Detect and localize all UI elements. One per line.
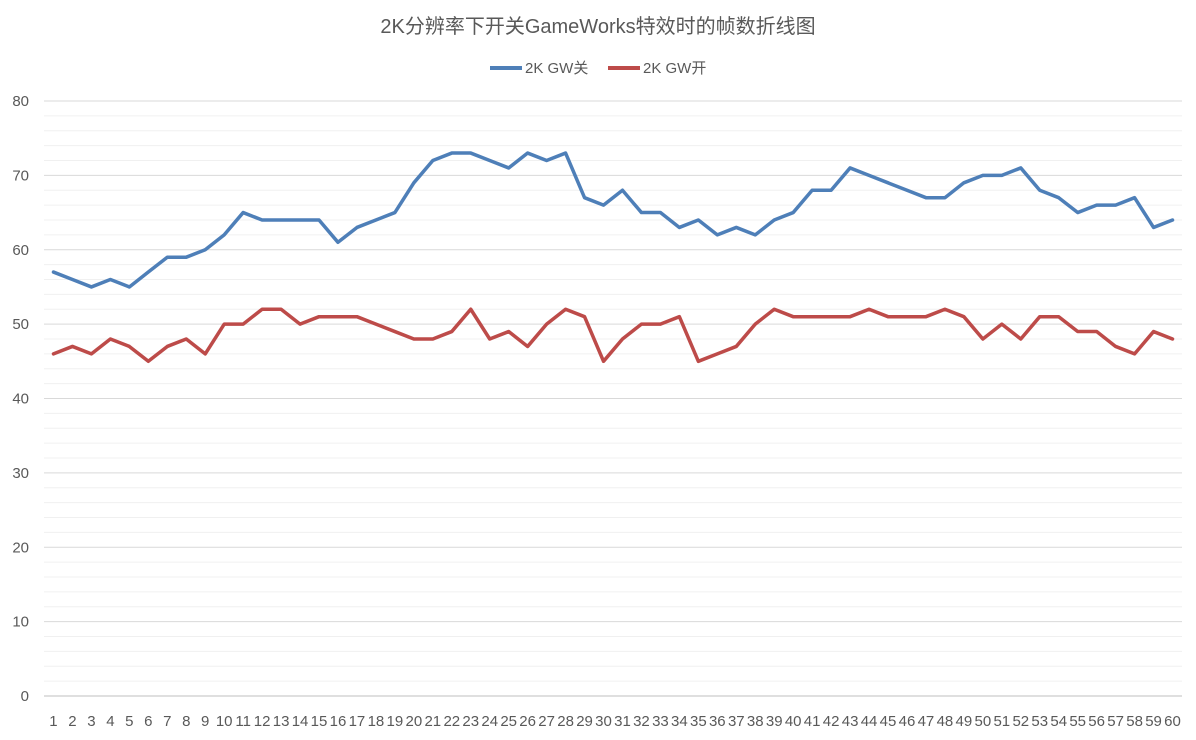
x-tick-label: 54 bbox=[1050, 713, 1067, 730]
plot-area bbox=[51, 151, 1175, 364]
x-tick-label: 50 bbox=[975, 713, 992, 730]
x-tick-label: 9 bbox=[201, 713, 209, 730]
x-tick-label: 14 bbox=[292, 713, 309, 730]
y-tick-label: 60 bbox=[12, 242, 29, 259]
x-tick-label: 4 bbox=[106, 713, 114, 730]
x-tick-label: 35 bbox=[690, 713, 707, 730]
x-tick-label: 15 bbox=[311, 713, 328, 730]
x-tick-label: 40 bbox=[785, 713, 802, 730]
x-tick-label: 8 bbox=[182, 713, 190, 730]
x-tick-label: 16 bbox=[330, 713, 347, 730]
x-tick-label: 37 bbox=[728, 713, 745, 730]
y-tick-label: 40 bbox=[12, 391, 29, 408]
x-tick-label: 32 bbox=[633, 713, 650, 730]
x-tick-label: 44 bbox=[861, 713, 878, 730]
x-axis: 1 2 3 4 5 6 7 8 9 10 11 12 13 14 15 16 17 18 19 20 21 22 23 24 2… bbox=[49, 713, 1181, 730]
x-tick-label: 46 bbox=[899, 713, 916, 730]
legend-label-gw-on: 2K GW开 bbox=[643, 60, 706, 77]
x-tick-label: 11 bbox=[235, 713, 251, 730]
x-tick-label: 56 bbox=[1088, 713, 1105, 730]
x-tick-label: 42 bbox=[823, 713, 840, 730]
x-tick-label: 22 bbox=[443, 713, 460, 730]
x-tick-label: 53 bbox=[1031, 713, 1048, 730]
x-tick-label: 24 bbox=[481, 713, 498, 730]
x-tick-label: 3 bbox=[87, 713, 95, 730]
x-tick-label: 19 bbox=[387, 713, 404, 730]
x-tick-label: 26 bbox=[519, 713, 536, 730]
x-tick-label: 33 bbox=[652, 713, 669, 730]
x-tick-label: 29 bbox=[576, 713, 593, 730]
x-tick-label: 52 bbox=[1012, 713, 1029, 730]
legend-label-gw-off: 2K GW关 bbox=[525, 60, 588, 77]
x-tick-label: 20 bbox=[406, 713, 423, 730]
x-tick-label: 13 bbox=[273, 713, 290, 730]
x-tick-label: 45 bbox=[880, 713, 897, 730]
x-tick-label: 12 bbox=[254, 713, 271, 730]
x-tick-label: 6 bbox=[144, 713, 152, 730]
x-tick-label: 2 bbox=[68, 713, 76, 730]
x-tick-label: 28 bbox=[557, 713, 574, 730]
y-axis: 0 10 20 30 40 50 60 70 80 bbox=[12, 93, 29, 705]
x-tick-label: 39 bbox=[766, 713, 783, 730]
y-tick-label: 0 bbox=[21, 688, 29, 705]
x-tick-label: 59 bbox=[1145, 713, 1162, 730]
x-tick-label: 31 bbox=[614, 713, 631, 730]
y-tick-label: 10 bbox=[12, 614, 29, 631]
series-line-gw-on bbox=[51, 307, 1175, 364]
gridlines bbox=[44, 100, 1182, 697]
x-tick-label: 23 bbox=[462, 713, 479, 730]
x-tick-label: 58 bbox=[1126, 713, 1143, 730]
y-tick-label: 30 bbox=[12, 465, 29, 482]
x-tick-label: 36 bbox=[709, 713, 726, 730]
y-tick-label: 20 bbox=[12, 539, 29, 556]
y-tick-label: 50 bbox=[12, 316, 29, 333]
x-tick-label: 47 bbox=[918, 713, 935, 730]
x-tick-label: 41 bbox=[804, 713, 821, 730]
y-tick-label: 80 bbox=[12, 93, 29, 110]
x-tick-label: 27 bbox=[538, 713, 555, 730]
x-tick-label: 34 bbox=[671, 713, 688, 730]
chart-title: 2K分辨率下开关GameWorks特效时的帧数折线图 bbox=[380, 15, 815, 38]
x-tick-label: 1 bbox=[49, 713, 57, 730]
x-tick-label: 21 bbox=[424, 713, 441, 730]
x-tick-label: 55 bbox=[1069, 713, 1086, 730]
x-tick-label: 18 bbox=[368, 713, 385, 730]
x-tick-label: 49 bbox=[956, 713, 973, 730]
x-tick-label: 10 bbox=[216, 713, 233, 730]
x-tick-label: 38 bbox=[747, 713, 764, 730]
x-tick-label: 7 bbox=[163, 713, 171, 730]
y-tick-label: 70 bbox=[12, 167, 29, 184]
x-tick-label: 60 bbox=[1164, 713, 1181, 730]
x-tick-label: 17 bbox=[349, 713, 366, 730]
x-tick-label: 57 bbox=[1107, 713, 1124, 730]
x-tick-label: 48 bbox=[937, 713, 954, 730]
legend: 2K GW关 2K GW开 bbox=[490, 60, 706, 77]
x-tick-label: 25 bbox=[500, 713, 517, 730]
x-tick-label: 30 bbox=[595, 713, 612, 730]
x-tick-label: 43 bbox=[842, 713, 859, 730]
x-tick-label: 51 bbox=[993, 713, 1010, 730]
x-tick-label: 5 bbox=[125, 713, 133, 730]
series-line-gw-off bbox=[51, 151, 1175, 289]
